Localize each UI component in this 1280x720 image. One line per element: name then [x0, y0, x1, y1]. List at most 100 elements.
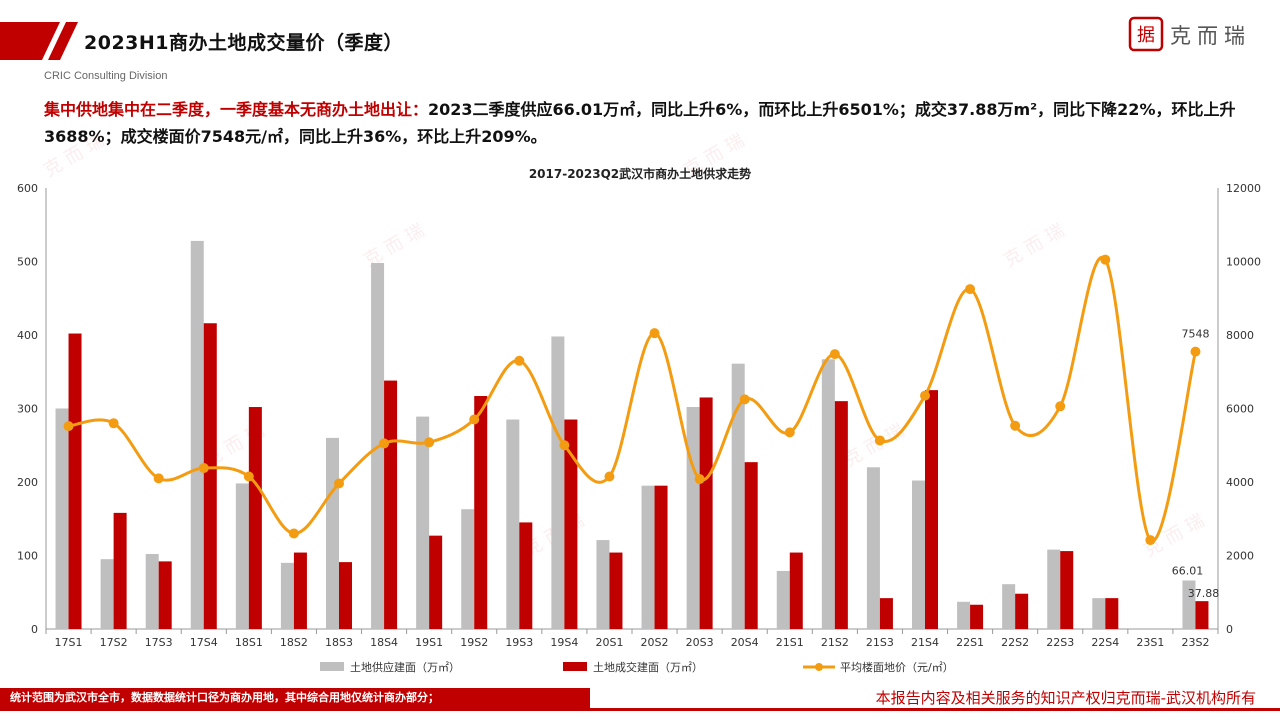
supply-bar [280, 562, 294, 629]
price-point [739, 394, 750, 405]
deal-bar [1060, 551, 1074, 629]
price-point [784, 427, 795, 438]
x-tick-label: 22S3 [1046, 636, 1074, 649]
x-tick-label: 22S1 [956, 636, 984, 649]
supply-demand-chart: 0100200300400500600020004000600080001000… [17, 182, 1261, 674]
supply-bar [957, 601, 971, 629]
supply-bar [1047, 549, 1061, 629]
price-point [63, 421, 74, 432]
logo-text: 克而瑞 [1170, 24, 1251, 48]
chart-title: 2017-2023Q2武汉市商办土地供求走势 [528, 167, 752, 181]
y-left-tick-label: 0 [31, 623, 38, 636]
cric-logo-icon: 据 [1128, 16, 1164, 52]
footer-divider [0, 708, 1280, 711]
x-tick-label: 17S3 [145, 636, 173, 649]
footer-note: 统计范围为武汉市全市，数据数据统计口径为商办用地，其中综合用地仅统计商办部分； [0, 688, 590, 708]
price-point [469, 414, 480, 425]
deal-bar [1195, 601, 1209, 629]
summary-text: 集中供地集中在二季度，一季度基本无商办土地出让：2023二季度供应66.01万㎡… [44, 96, 1264, 150]
supply-bar [641, 485, 655, 629]
legend-price-marker [815, 663, 823, 671]
price-point [604, 471, 615, 482]
supply-bar [506, 419, 520, 629]
y-left-tick-label: 600 [17, 182, 38, 195]
supply-bar [55, 408, 69, 629]
price-point [965, 284, 976, 295]
supply-bar [866, 467, 880, 629]
header-accent-shape [0, 22, 78, 60]
deal-bar [834, 401, 848, 629]
supply-bar [145, 554, 159, 629]
supply-bar [1002, 584, 1016, 629]
price-point [874, 435, 885, 446]
x-tick-label: 20S4 [731, 636, 759, 649]
y-left-tick-label: 300 [17, 403, 38, 416]
supply-bar [1092, 598, 1106, 629]
supply-bar [326, 437, 339, 629]
deal-bar [384, 380, 398, 629]
y-left-tick-label: 100 [17, 550, 38, 563]
x-tick-label: 21S4 [911, 636, 939, 649]
supply-bar [551, 336, 565, 629]
summary-body: 2023二季度供应66.01万㎡，同比上升6%，而环比上升6501%；成交37.… [44, 100, 1236, 146]
x-tick-label: 22S2 [1001, 636, 1029, 649]
supply-bar [821, 359, 835, 629]
y-right-tick-label: 12000 [1226, 182, 1261, 195]
supply-bar [100, 559, 114, 629]
supply-bar [596, 540, 610, 629]
deal-bar [68, 333, 82, 629]
supply-bar [731, 363, 745, 629]
y-right-tick-label: 6000 [1226, 403, 1254, 416]
page-title: 2023H1商办土地成交量价（季度） [84, 32, 404, 54]
deal-bar [339, 562, 352, 629]
price-point [198, 463, 209, 474]
deal-bar [1015, 593, 1029, 629]
supply-bar [461, 509, 475, 629]
x-tick-label: 19S3 [505, 636, 533, 649]
x-tick-label: 21S3 [866, 636, 894, 649]
deal-bar [925, 390, 938, 629]
deal-bar [474, 396, 488, 629]
price-point [108, 418, 119, 429]
price-point [243, 471, 254, 482]
deal-bar [699, 397, 713, 629]
y-right-tick-label: 0 [1226, 623, 1233, 636]
supply-bar [416, 416, 430, 629]
x-tick-label: 21S2 [821, 636, 849, 649]
x-tick-label: 20S2 [641, 636, 669, 649]
deal-bar [248, 407, 262, 629]
x-tick-label: 18S4 [370, 636, 398, 649]
division-label: CRIC Consulting Division [44, 70, 168, 82]
legend-supply-label: 土地供应建面（万㎡） [350, 660, 460, 674]
supply-bar [776, 570, 790, 629]
deal-bar [293, 552, 307, 629]
legend-deal-swatch [563, 662, 587, 671]
supply-bar [190, 240, 204, 630]
x-tick-label: 17S4 [190, 636, 218, 649]
x-tick-label: 21S1 [776, 636, 804, 649]
deal-bar [654, 485, 668, 629]
deal-bar [789, 552, 803, 629]
supply-bar [235, 483, 249, 629]
supply-data-label: 66.01 [1172, 564, 1204, 577]
deal-bar [564, 419, 578, 629]
deal-bar [744, 462, 758, 629]
deal-bar [429, 535, 443, 629]
x-tick-label: 20S3 [686, 636, 714, 649]
x-tick-label: 20S1 [595, 636, 623, 649]
price-point [649, 328, 660, 339]
x-tick-label: 23S2 [1181, 636, 1209, 649]
svg-text:据: 据 [1137, 25, 1155, 46]
deal-bar [1105, 598, 1119, 629]
y-right-tick-label: 10000 [1226, 256, 1261, 269]
y-right-tick-label: 4000 [1226, 476, 1254, 489]
deal-bar [519, 522, 533, 629]
deal-bar [113, 512, 127, 629]
deal-bar [609, 552, 623, 629]
x-tick-label: 18S3 [325, 636, 353, 649]
y-left-tick-label: 400 [17, 329, 38, 342]
legend-supply-swatch [320, 662, 344, 671]
deal-bar [203, 323, 217, 629]
price-point [829, 349, 840, 360]
summary-highlight: 集中供地集中在二季度，一季度基本无商办土地出让： [44, 100, 429, 119]
